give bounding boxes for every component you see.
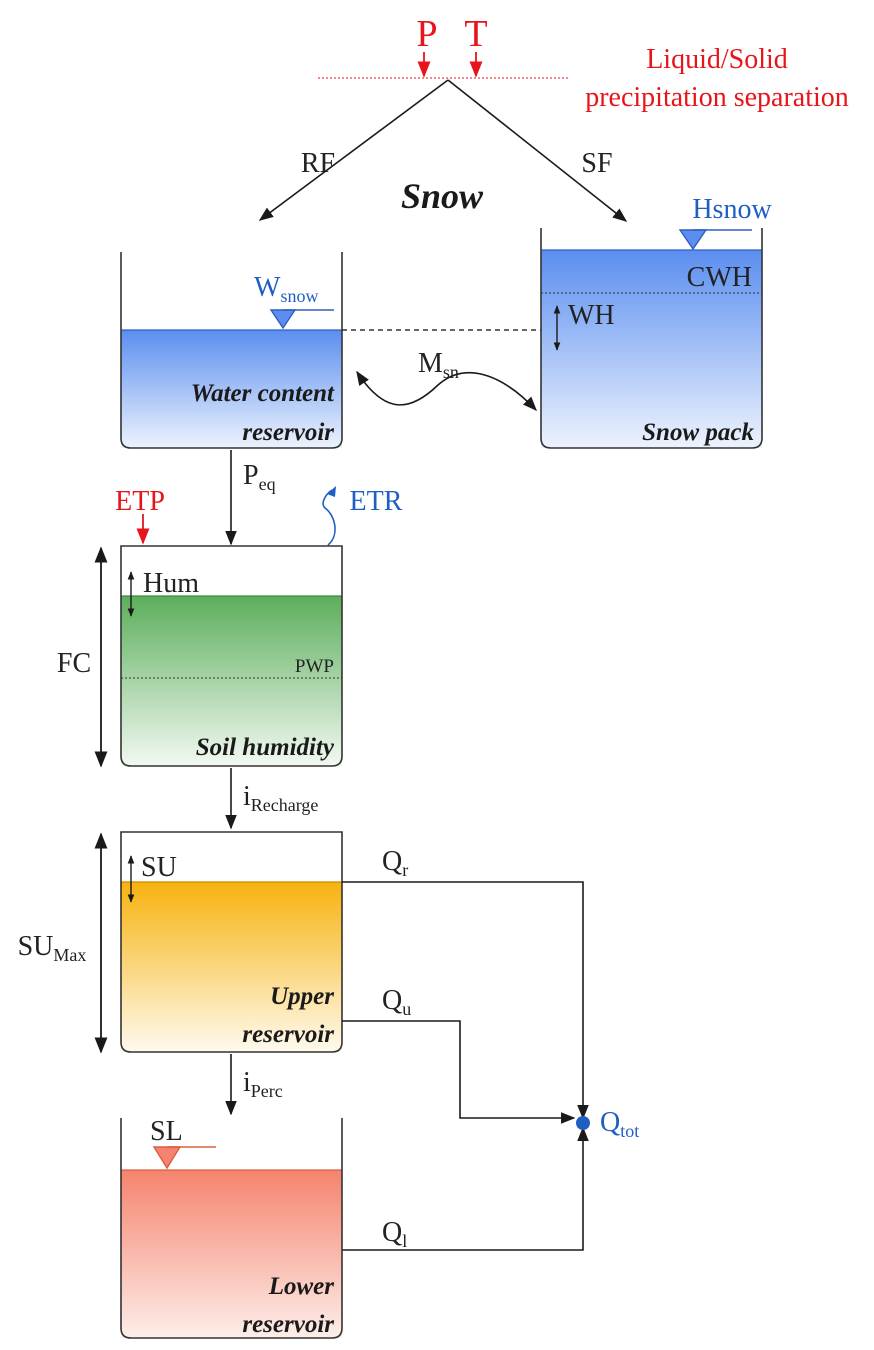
pwp-label: PWP — [295, 656, 334, 677]
qr-flow-path — [342, 881, 589, 1120]
rainfall-label: RF — [301, 148, 335, 179]
soil-humidity-reservoir: Hum PWP Soil humidity — [120, 545, 343, 767]
water-content-walls — [120, 252, 343, 449]
melt-double-arrow — [356, 370, 537, 412]
hum-label: Hum — [143, 568, 199, 599]
snowfall-arrow — [447, 79, 628, 222]
snowfall-label: SF — [581, 148, 612, 179]
qu-flow-path — [342, 1020, 576, 1124]
snow-module-title: Snow — [401, 176, 484, 216]
water-content-title-line2: reservoir — [242, 419, 334, 446]
rainfall-arrow — [258, 79, 449, 221]
snow-pack-reservoir: Hsnow CWH WH Snow pack — [540, 194, 772, 449]
snow-pack-walls — [540, 228, 763, 449]
etr-label: ETR — [350, 486, 403, 517]
upper-fill — [121, 882, 342, 1052]
qr-label: Qr — [382, 846, 408, 880]
melt-exchange: Msn — [356, 348, 537, 412]
recharge-label: iRecharge — [243, 781, 318, 815]
cwh-label: CWH — [687, 262, 752, 293]
wh-label: WH — [568, 300, 615, 331]
su-label: SU — [141, 852, 177, 883]
snow-level-marker-icon — [678, 229, 708, 251]
precipitation-separation: P T Liquid/Solid precipitation separatio… — [318, 13, 849, 113]
etp-label: ETP — [115, 486, 165, 517]
soil-title: Soil humidity — [196, 734, 335, 761]
upper-title-line2: reservoir — [242, 1021, 334, 1048]
soil-fill — [121, 596, 342, 766]
peq-label: Peq — [243, 460, 276, 494]
sl-label: SL — [150, 1116, 183, 1147]
qtot-label: Qtot — [600, 1107, 639, 1141]
precip-label: P — [416, 13, 437, 55]
water-content-fill — [121, 330, 342, 448]
water-level-marker-icon — [269, 309, 297, 330]
ql-flow-path — [342, 1126, 589, 1251]
lower-walls — [120, 1118, 343, 1339]
ql-label: Ql — [382, 1217, 407, 1251]
upper-walls — [120, 831, 343, 1053]
sl-level-marker-icon — [152, 1146, 182, 1170]
melt-label: Msn — [418, 348, 459, 382]
fc-label: FC — [57, 648, 91, 679]
upper-title-line1: Upper — [270, 983, 334, 1010]
rain-snow-split: RF SF Snow — [258, 79, 628, 222]
lower-reservoir: SL Lower reservoir — [120, 1116, 343, 1339]
qtot-node — [576, 1116, 590, 1130]
etr-curved-arrow-icon — [322, 489, 336, 546]
lower-fill — [121, 1170, 342, 1338]
separation-title-line1: Liquid/Solid — [646, 44, 788, 75]
separation-title-line2: precipitation separation — [585, 82, 849, 113]
lower-title-line2: reservoir — [242, 1311, 334, 1338]
water-level-label: Wsnow — [254, 272, 318, 306]
perc-label: iPerc — [243, 1067, 283, 1101]
upper-reservoir: SU Upper reservoir — [120, 831, 343, 1053]
lower-title-line1: Lower — [268, 1273, 335, 1300]
temp-label: T — [464, 13, 487, 55]
snow-level-label: Hsnow — [692, 194, 772, 225]
qu-label: Qu — [382, 985, 411, 1019]
sumax-label: SUMax — [18, 931, 87, 965]
water-content-reservoir: Wsnow Water content reservoir — [120, 252, 343, 449]
water-content-title-line1: Water content — [191, 380, 335, 407]
snow-pack-fill — [541, 250, 762, 448]
soil-walls — [120, 545, 343, 767]
snow-pack-title: Snow pack — [642, 419, 754, 446]
